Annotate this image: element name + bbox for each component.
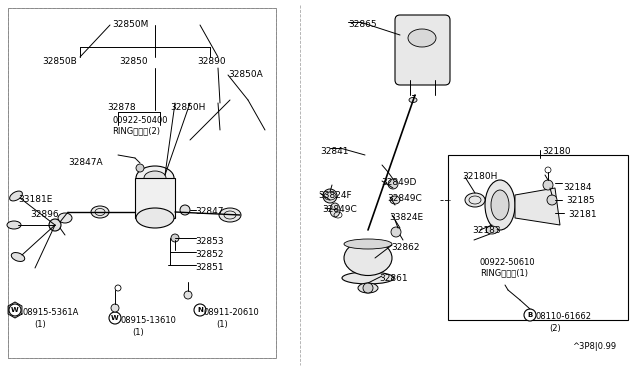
Circle shape	[363, 283, 373, 293]
Text: RINGリング(1): RINGリング(1)	[480, 268, 528, 277]
Circle shape	[524, 309, 536, 321]
Text: 32861: 32861	[379, 274, 408, 283]
Ellipse shape	[144, 171, 166, 185]
Ellipse shape	[485, 180, 515, 230]
Text: B: B	[527, 312, 532, 318]
Circle shape	[391, 227, 401, 237]
Ellipse shape	[491, 190, 509, 220]
Text: 32878: 32878	[107, 103, 136, 112]
Text: 32849D: 32849D	[381, 178, 417, 187]
Text: ^3P8|0.99: ^3P8|0.99	[572, 342, 616, 351]
Text: 32849C: 32849C	[387, 194, 422, 203]
Circle shape	[109, 312, 121, 324]
Ellipse shape	[91, 206, 109, 218]
Ellipse shape	[58, 213, 72, 223]
Text: 08911-20610: 08911-20610	[204, 308, 260, 317]
Ellipse shape	[409, 97, 417, 103]
Text: 32847: 32847	[195, 207, 223, 216]
Circle shape	[194, 304, 206, 316]
Text: 32865: 32865	[348, 20, 376, 29]
Circle shape	[171, 234, 179, 242]
Ellipse shape	[358, 283, 378, 293]
Circle shape	[184, 291, 192, 299]
Bar	[135, 178, 175, 218]
Text: 32853: 32853	[195, 237, 223, 246]
Text: (1): (1)	[132, 328, 144, 337]
Bar	[8, 8, 276, 358]
Text: RINGリング(2): RINGリング(2)	[112, 126, 160, 135]
Ellipse shape	[136, 166, 174, 190]
Text: 32849C: 32849C	[322, 205, 356, 214]
Text: (1): (1)	[216, 320, 228, 329]
Text: 32847A: 32847A	[68, 158, 102, 167]
Circle shape	[543, 180, 553, 190]
Text: 32850: 32850	[119, 57, 148, 66]
Text: 00922-50610: 00922-50610	[480, 258, 536, 267]
Text: 32851: 32851	[195, 263, 223, 272]
Ellipse shape	[136, 208, 174, 228]
Circle shape	[388, 179, 398, 189]
Text: 08110-61662: 08110-61662	[536, 312, 592, 321]
Ellipse shape	[465, 193, 485, 207]
Text: 32184: 32184	[563, 183, 591, 192]
Text: 32890: 32890	[197, 57, 226, 66]
Text: 32180H: 32180H	[462, 172, 497, 181]
Text: (1): (1)	[34, 320, 45, 329]
Ellipse shape	[219, 208, 241, 222]
Ellipse shape	[344, 241, 392, 276]
Bar	[448, 155, 628, 320]
Ellipse shape	[7, 221, 21, 229]
Ellipse shape	[342, 272, 394, 284]
Ellipse shape	[390, 196, 400, 204]
Ellipse shape	[10, 191, 22, 201]
Bar	[8, 8, 276, 358]
Text: 32841: 32841	[320, 147, 349, 156]
Circle shape	[136, 164, 144, 172]
Circle shape	[323, 189, 337, 203]
Text: N: N	[197, 307, 203, 313]
Text: 32185: 32185	[566, 196, 595, 205]
Text: 32180: 32180	[542, 147, 571, 156]
Text: 32850H: 32850H	[170, 103, 205, 112]
Text: 32183: 32183	[472, 226, 500, 235]
Text: 33181E: 33181E	[18, 195, 52, 204]
Text: 08915-5361A: 08915-5361A	[22, 308, 78, 317]
Text: (2): (2)	[549, 324, 561, 333]
Text: 32850M: 32850M	[112, 20, 148, 29]
Text: 00922-50400: 00922-50400	[112, 116, 168, 125]
Ellipse shape	[344, 239, 392, 249]
Text: 32850A: 32850A	[228, 70, 263, 79]
Polygon shape	[515, 188, 560, 225]
Text: 32181: 32181	[568, 210, 596, 219]
Ellipse shape	[330, 203, 340, 217]
FancyBboxPatch shape	[395, 15, 450, 85]
Circle shape	[111, 304, 119, 312]
Text: 32862: 32862	[391, 243, 419, 252]
Text: 33824F: 33824F	[318, 191, 351, 200]
Circle shape	[49, 219, 61, 231]
Circle shape	[9, 304, 21, 316]
Text: W: W	[11, 307, 19, 313]
Ellipse shape	[408, 29, 436, 47]
Text: 33824E: 33824E	[389, 213, 423, 222]
Text: 08915-13610: 08915-13610	[120, 316, 176, 325]
Text: 32850B: 32850B	[42, 57, 77, 66]
Text: 32896: 32896	[30, 210, 59, 219]
Circle shape	[180, 205, 190, 215]
Ellipse shape	[12, 253, 25, 262]
Ellipse shape	[486, 226, 498, 234]
Circle shape	[547, 195, 557, 205]
Text: 32852: 32852	[195, 250, 223, 259]
Text: W: W	[111, 315, 119, 321]
